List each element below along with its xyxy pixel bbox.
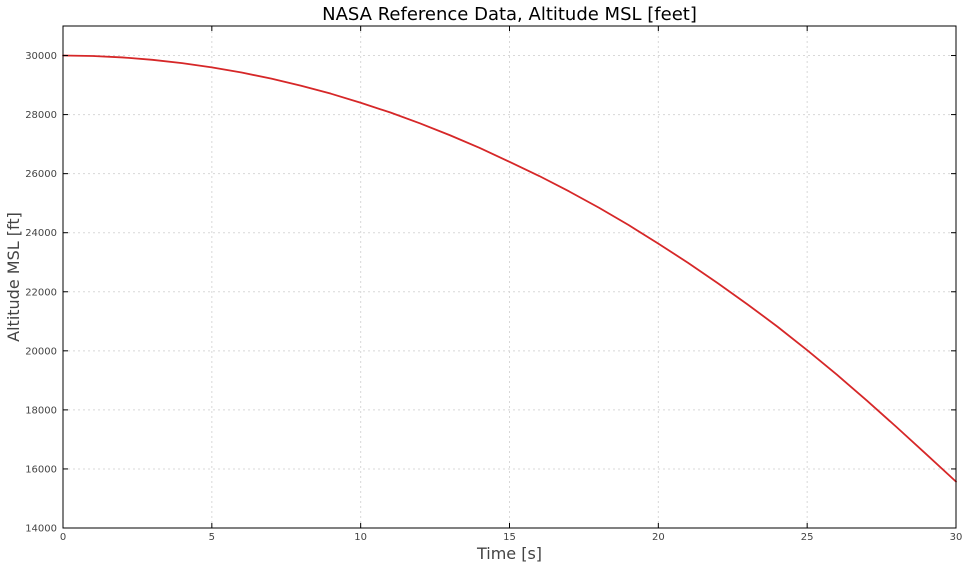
- y-tick-label: 28000: [25, 110, 57, 121]
- y-tick-label: 22000: [25, 287, 57, 298]
- y-tick-label: 24000: [25, 228, 57, 239]
- y-tick-label: 26000: [25, 169, 57, 180]
- grid: [62, 26, 957, 529]
- y-axis-label: Altitude MSL [ft]: [4, 212, 23, 342]
- y-tick-label: 18000: [25, 405, 57, 416]
- y-tick-label: 30000: [25, 51, 57, 62]
- chart-title: NASA Reference Data, Altitude MSL [feet]: [322, 4, 697, 25]
- altitude-series-line: [62, 54, 957, 483]
- ticks: 0 5 10 15 20 25 30 14000 16000 18000 20000 22000 240…: [25, 26, 962, 543]
- y-tick-label: 16000: [25, 464, 57, 475]
- x-tick-label: 30: [950, 532, 963, 543]
- x-tick-label: 25: [801, 532, 814, 543]
- x-tick-label: 15: [503, 532, 516, 543]
- x-axis-label: Time [s]: [476, 544, 542, 563]
- x-tick-label: 20: [652, 532, 665, 543]
- x-tick-label: 10: [354, 532, 367, 543]
- x-tick-label: 0: [60, 532, 66, 543]
- series-layer: [62, 54, 957, 483]
- x-tick-label: 5: [209, 532, 215, 543]
- y-tick-label: 14000: [25, 524, 57, 535]
- y-tick-label: 20000: [25, 346, 57, 357]
